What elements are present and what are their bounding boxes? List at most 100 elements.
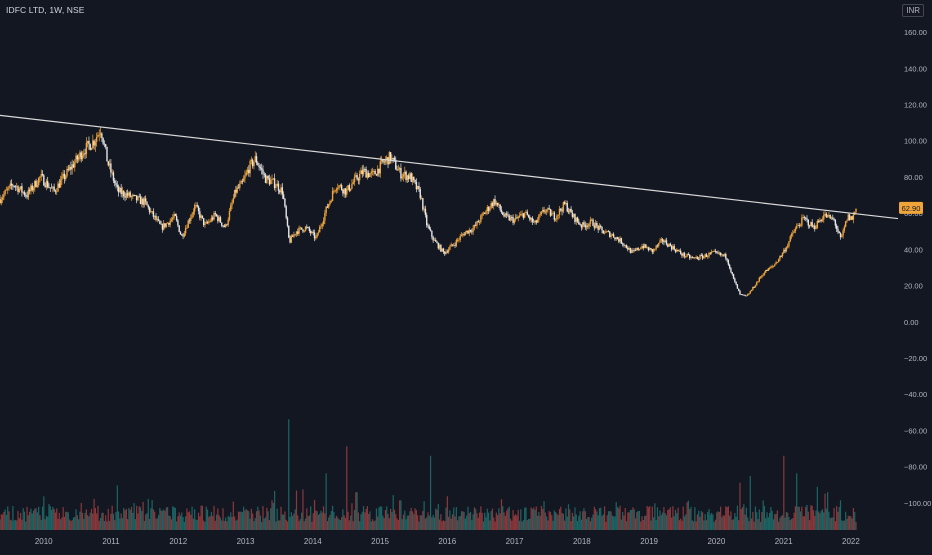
volume-bar (545, 516, 548, 530)
candle-body (353, 176, 356, 183)
volume-bar (664, 513, 666, 530)
y-tick-label: 20.00 (904, 282, 923, 291)
candle-body (542, 209, 544, 212)
candle-body (673, 246, 675, 250)
volume-bar (808, 520, 811, 530)
candle-body (499, 204, 501, 210)
volume-bar (499, 513, 501, 530)
volume-bar (379, 506, 381, 530)
volume-bar (0, 514, 2, 530)
candle-body (491, 203, 494, 207)
candle-body (737, 288, 740, 291)
candle-body (855, 208, 857, 213)
candle-body (208, 221, 210, 223)
volume-bar (445, 507, 447, 530)
volume-bar (271, 500, 273, 530)
candle-body (625, 245, 628, 248)
volume-bar (145, 514, 147, 530)
volume-bar (457, 520, 459, 530)
time-axis[interactable]: 2010 2011 2012 2013 2014 2015 2016 2017 2018 2019… (35, 537, 861, 546)
volume-bar (356, 492, 358, 530)
candle-body (557, 214, 559, 216)
candle-body (500, 209, 503, 213)
volume-bar (472, 514, 474, 530)
candle-body (254, 156, 256, 162)
candle-body (130, 196, 133, 198)
volume-bar (370, 521, 372, 530)
candle-body (848, 214, 851, 221)
volume-bar (143, 521, 145, 530)
volume-bar (494, 521, 496, 530)
volume-bar (333, 511, 335, 530)
candle-body (380, 159, 383, 162)
candle-body (272, 178, 274, 180)
volume-bar (226, 521, 228, 530)
volume-bar (475, 508, 477, 530)
volume-bar (468, 513, 470, 530)
candle-body (508, 215, 510, 221)
volume-bar (155, 518, 157, 530)
candle-body (455, 239, 458, 246)
volume-bar (665, 515, 668, 530)
candle-body (365, 169, 367, 178)
candle-body (71, 164, 73, 170)
candle-body (313, 232, 316, 239)
candle-body (717, 252, 719, 254)
candle-body (321, 224, 323, 226)
volume-bar (80, 503, 82, 530)
candle-body (837, 228, 839, 232)
volume-bar (32, 510, 35, 530)
volume-bar (486, 508, 488, 530)
volume-bar (1, 514, 4, 530)
currency-badge[interactable]: INR (902, 4, 924, 17)
volume-bar (147, 498, 149, 530)
candle-body (349, 188, 352, 191)
volume-bar (177, 516, 179, 530)
trendline[interactable] (0, 114, 899, 220)
volume-bar (420, 515, 423, 530)
price-axis[interactable]: 160.00140.00120.00100.0080.0060.0040.002… (904, 28, 931, 508)
volume-bar (339, 520, 341, 530)
volume-bar (209, 516, 211, 530)
candle-body (642, 246, 644, 248)
candle-body (676, 249, 678, 252)
candle-body (548, 208, 550, 210)
candle-body (766, 270, 768, 271)
volume-bar (187, 512, 189, 530)
volume-bar (561, 513, 563, 530)
candle-body (119, 187, 121, 193)
volume-bar (852, 507, 855, 530)
candle-body (169, 220, 171, 225)
volume-bar (17, 510, 19, 530)
candle-body (621, 243, 624, 245)
candle-body (473, 225, 476, 228)
candle-body (281, 187, 284, 195)
candle-body (445, 251, 447, 254)
candle-body (325, 206, 327, 214)
candle-body (286, 217, 289, 226)
candle-body (561, 210, 563, 212)
volume-bar (63, 516, 66, 530)
candle-body (767, 268, 770, 271)
volume-bar (352, 521, 354, 530)
candle-body (179, 231, 182, 235)
candle-body (786, 246, 789, 248)
volume-bar (722, 515, 724, 530)
candle-body (432, 236, 434, 241)
candle-body (202, 218, 205, 226)
candle-body (685, 256, 687, 258)
candle-body (740, 294, 742, 296)
volume-bar (524, 507, 526, 530)
volume-bar (178, 512, 180, 530)
candle-body (458, 239, 460, 241)
candle-body (373, 171, 375, 172)
candle-body (833, 218, 835, 221)
interval-label: 1W (49, 5, 62, 15)
volume-bar (329, 514, 331, 530)
candle-body (210, 217, 213, 222)
candle-body (427, 225, 429, 227)
volume-bar (779, 517, 781, 530)
trendline-layer[interactable] (0, 114, 899, 220)
